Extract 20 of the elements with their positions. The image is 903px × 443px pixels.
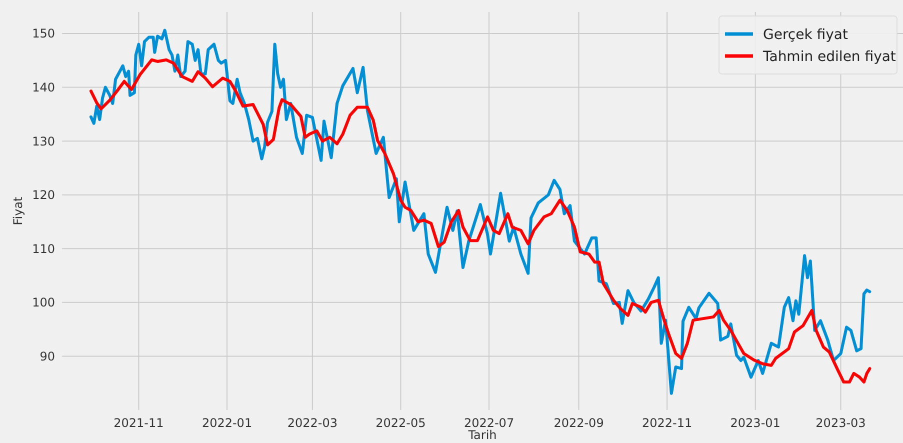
x-tick-label: 2022-05 — [376, 416, 426, 430]
x-axis-title: Tarih — [467, 428, 497, 442]
y-tick-label: 110 — [32, 242, 55, 256]
x-tick-label: 2021-11 — [114, 416, 164, 430]
x-tick-label: 2022-07 — [464, 416, 514, 430]
legend-label: Gerçek fiyat — [763, 26, 848, 43]
x-tick-label: 2022-03 — [287, 416, 338, 430]
y-tick-label: 100 — [32, 296, 55, 310]
x-tick-label: 2023-01 — [730, 416, 780, 430]
x-tick-label: 2022-01 — [202, 416, 252, 430]
y-tick-label: 120 — [32, 188, 55, 202]
y-tick-label: 90 — [40, 349, 55, 364]
y-tick-label: 150 — [32, 26, 55, 41]
x-tick-label: 2023-03 — [816, 416, 866, 430]
y-tick-label: 130 — [32, 134, 55, 148]
x-tick-label: 2022-11 — [642, 416, 692, 430]
y-tick-label: 140 — [32, 80, 55, 94]
x-tick-label: 2022-09 — [554, 416, 604, 430]
legend-label: Tahmin edilen fiyat — [762, 48, 896, 65]
y-axis-title: Fiyat — [11, 196, 25, 226]
